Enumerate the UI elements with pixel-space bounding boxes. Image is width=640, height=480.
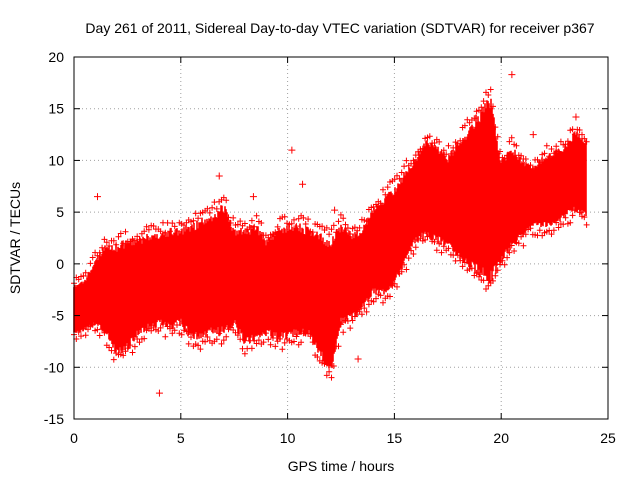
- outlier-point: [331, 206, 339, 214]
- series-sdtvar: [71, 71, 590, 397]
- x-tick-label: 15: [387, 430, 403, 446]
- y-tick-label: -10: [44, 359, 64, 375]
- y-tick-label: 0: [56, 256, 64, 272]
- outlier-point: [354, 355, 362, 363]
- y-axis-label: SDTVAR / TECUs: [7, 182, 23, 294]
- x-tick-label: 10: [280, 430, 296, 446]
- x-axis-label: GPS time / hours: [288, 458, 395, 474]
- x-tick-label: 25: [600, 430, 616, 446]
- outlier-point: [529, 131, 537, 139]
- outlier-point: [572, 113, 580, 121]
- outlier-point: [215, 172, 223, 180]
- x-tick-label: 0: [70, 430, 78, 446]
- outlier-point: [93, 193, 101, 201]
- y-tick-label: 15: [48, 101, 64, 117]
- outlier-point: [508, 71, 516, 79]
- outlier-point: [155, 389, 163, 397]
- outlier-point: [288, 146, 296, 154]
- axes: 0 5 10 15 20 25 -15 -10 -5 0 5 10 15 20: [44, 49, 616, 446]
- plot-frame: [73, 56, 609, 420]
- y-tick-label: 20: [48, 49, 64, 65]
- y-tick-label: -5: [52, 308, 65, 324]
- outlier-point: [249, 193, 257, 201]
- x-tick-label: 5: [177, 430, 185, 446]
- y-tick-label: 10: [48, 152, 64, 168]
- x-tick-label: 20: [493, 430, 509, 446]
- y-tick-label: -15: [44, 411, 64, 427]
- outlier-point: [299, 180, 307, 188]
- y-tick-label: 5: [56, 204, 64, 220]
- chart-title: Day 261 of 2011, Sidereal Day-to-day VTE…: [85, 20, 594, 36]
